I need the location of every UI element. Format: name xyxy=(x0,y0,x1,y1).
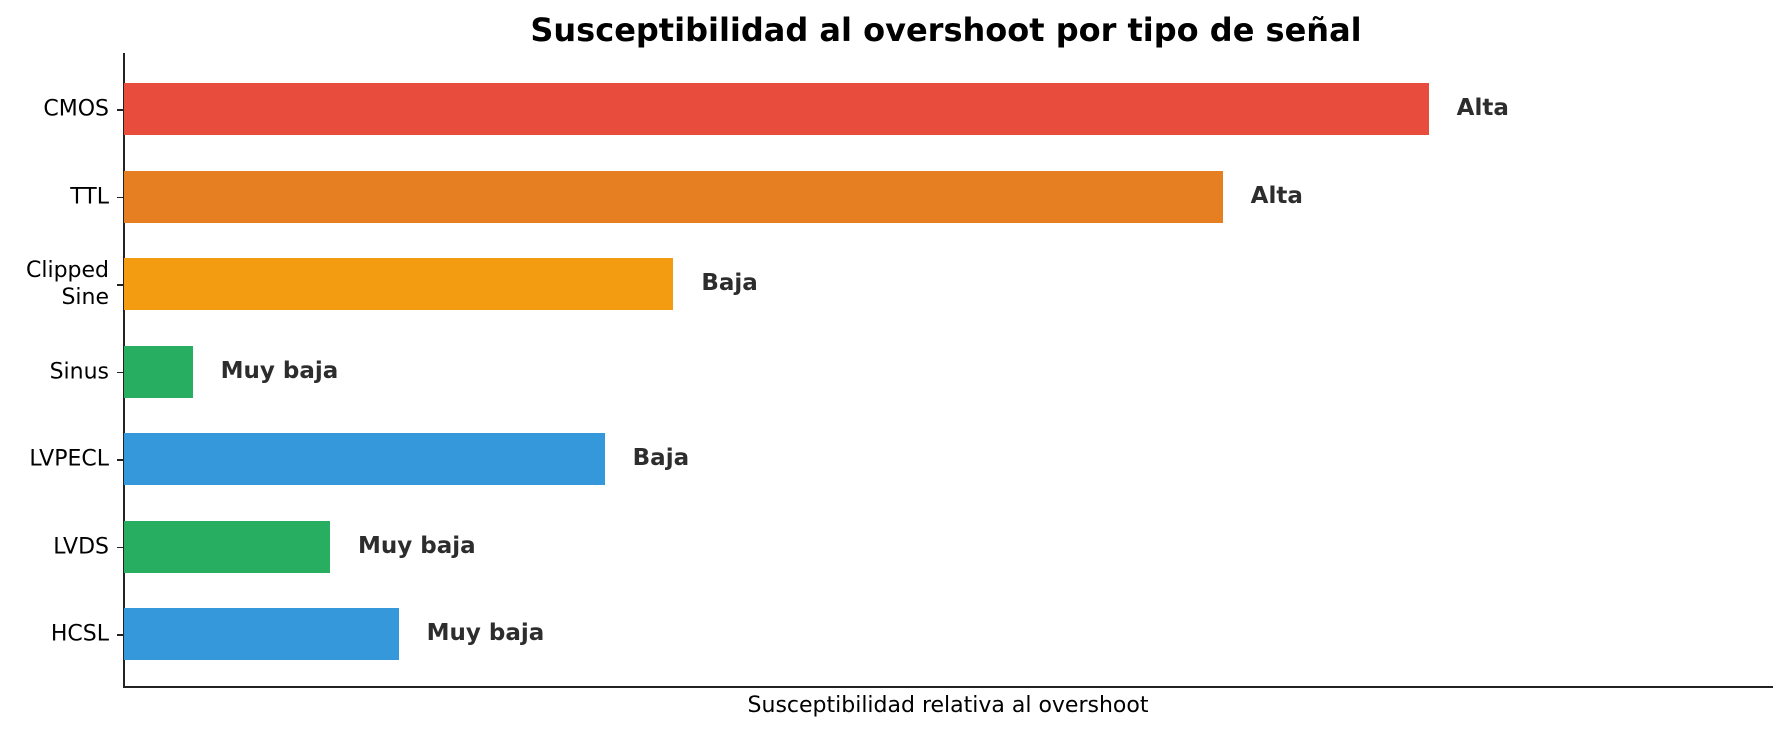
x-axis-line xyxy=(123,686,1773,688)
bar xyxy=(124,433,605,485)
bar xyxy=(124,345,193,398)
y-tick-label: CMOS xyxy=(43,96,109,122)
y-tick xyxy=(117,546,124,548)
y-tick-label: LVDS xyxy=(53,534,109,559)
y-tick-label: TTL xyxy=(70,184,109,209)
bar xyxy=(124,520,330,573)
y-tick-label: Sinus xyxy=(49,359,109,384)
bar xyxy=(124,608,399,660)
bar-value-label: Muy baja xyxy=(358,532,476,559)
y-tick xyxy=(117,371,124,373)
bar xyxy=(124,170,1223,223)
y-tick xyxy=(117,459,124,461)
chart-title: Susceptibilidad al overshoot por tipo de… xyxy=(530,11,1362,49)
y-tick-label: Clipped Sine xyxy=(25,258,109,310)
bar-value-label: Muy baja xyxy=(220,357,339,384)
y-tick xyxy=(117,634,124,636)
bar-value-label: Alta xyxy=(1250,182,1303,209)
x-axis-label: Susceptibilidad relativa al overshoot xyxy=(747,693,1149,718)
bar-value-label: Muy baja xyxy=(426,620,545,646)
bar-value-label: Baja xyxy=(701,270,758,296)
y-tick-label: HCSL xyxy=(50,621,109,647)
y-tick xyxy=(117,284,124,286)
bar-value-label: Alta xyxy=(1456,95,1509,121)
bar xyxy=(124,258,674,310)
y-tick xyxy=(117,109,124,111)
y-tick xyxy=(117,196,124,198)
bar xyxy=(124,83,1429,135)
y-tick-label: LVPECL xyxy=(29,446,109,472)
bar-value-label: Baja xyxy=(632,445,690,471)
